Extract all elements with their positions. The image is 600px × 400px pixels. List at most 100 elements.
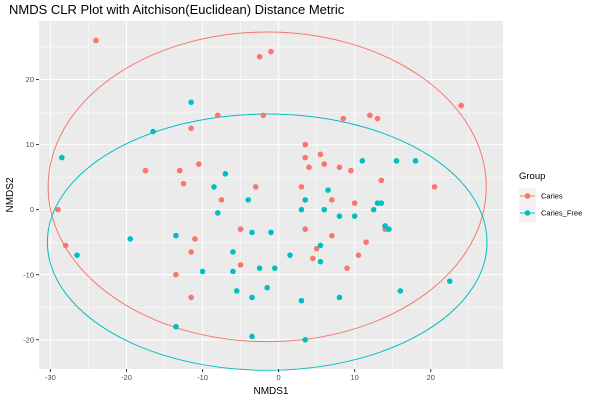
point-caries	[237, 262, 244, 268]
x-tick-label: 10	[351, 373, 359, 382]
point-caries-free	[188, 99, 194, 106]
point-caries	[310, 255, 316, 262]
point-caries	[237, 226, 244, 232]
confidence-ellipses	[46, 31, 488, 371]
point-caries	[317, 151, 324, 158]
point-caries-free	[378, 200, 385, 206]
point-caries-free	[249, 294, 255, 301]
point-caries-free	[173, 323, 179, 330]
point-caries-free	[272, 265, 278, 271]
point-caries	[313, 245, 320, 252]
point-caries-free	[412, 158, 419, 164]
data-points	[55, 37, 464, 343]
point-caries	[195, 161, 202, 167]
legend-label-caries: Caries	[541, 192, 563, 201]
point-caries-free	[214, 210, 221, 216]
x-tick-label: -10	[197, 373, 208, 382]
point-caries	[188, 249, 194, 255]
point-caries-free	[321, 206, 328, 213]
y-tick-label: 10	[26, 140, 34, 149]
point-caries-free	[74, 252, 80, 258]
point-caries-free	[173, 232, 179, 239]
point-caries	[348, 167, 354, 174]
legend-label-caries-free: Caries_Free	[541, 209, 582, 218]
point-caries	[329, 197, 335, 203]
point-caries-free	[199, 268, 206, 275]
point-caries	[176, 167, 183, 174]
point-caries	[218, 197, 225, 203]
y-axis-ticks: -20 -10 0 10 20	[23, 75, 39, 344]
point-caries-free	[386, 226, 392, 232]
point-caries	[363, 239, 369, 245]
point-caries	[260, 112, 267, 119]
point-caries-free	[298, 206, 305, 213]
point-caries-free	[59, 154, 65, 161]
point-caries-free	[336, 294, 343, 301]
point-caries-free	[336, 213, 343, 219]
point-caries-free	[256, 265, 263, 271]
point-caries	[192, 236, 198, 242]
point-caries	[214, 112, 221, 119]
point-caries	[378, 177, 385, 184]
point-caries	[340, 115, 347, 122]
point-caries	[173, 271, 179, 278]
minor-gridlines	[39, 21, 503, 369]
point-caries-free	[325, 187, 331, 193]
point-caries-free	[446, 278, 453, 284]
point-caries-free	[397, 288, 404, 294]
x-axis-ticks: -30 -20 -10 0 10 20	[45, 369, 435, 382]
point-caries	[268, 48, 274, 55]
point-caries-free	[287, 252, 293, 258]
chart-title: NMDS CLR Plot with Aitchison(Euclidean) …	[9, 2, 345, 17]
point-caries	[458, 102, 464, 109]
point-caries-free	[393, 158, 400, 164]
ellipse-caries	[47, 31, 487, 343]
point-caries	[256, 53, 263, 60]
legend-title: Group	[519, 171, 545, 182]
point-caries	[344, 265, 350, 271]
point-caries-free	[127, 236, 134, 242]
point-caries-free	[264, 284, 270, 291]
legend: Group Caries Caries_Free	[519, 171, 582, 222]
ellipse-caries-free	[46, 113, 488, 371]
point-caries	[321, 161, 328, 167]
legend-point-caries	[524, 193, 531, 199]
point-caries-free	[150, 128, 156, 135]
point-caries	[302, 141, 309, 148]
point-caries	[431, 184, 438, 190]
point-caries	[62, 242, 69, 249]
x-tick-label: -20	[121, 373, 132, 382]
point-caries	[367, 112, 373, 119]
y-axis-title: NMDS2	[5, 177, 16, 212]
point-caries	[336, 164, 343, 171]
point-caries	[302, 154, 309, 161]
point-caries-free	[370, 206, 377, 213]
legend-items: Caries Caries_Free	[519, 188, 582, 222]
point-caries	[329, 232, 335, 239]
point-caries	[355, 252, 362, 258]
point-caries-free	[222, 171, 229, 177]
point-caries-free	[302, 336, 309, 343]
point-caries-free	[245, 197, 251, 203]
point-caries-free	[249, 229, 255, 236]
point-caries	[93, 37, 99, 44]
point-caries-free	[233, 288, 240, 294]
point-caries	[351, 200, 358, 206]
y-tick-label: 20	[26, 75, 34, 84]
point-caries	[298, 184, 305, 190]
y-tick-label: -20	[23, 335, 34, 344]
x-tick-label: -30	[45, 373, 56, 382]
point-caries-free	[268, 229, 274, 236]
point-caries	[302, 226, 309, 232]
point-caries-free	[230, 249, 236, 255]
point-caries-free	[249, 333, 255, 340]
point-caries-free	[211, 184, 217, 190]
plot-panel	[39, 21, 503, 369]
point-caries-free	[359, 158, 366, 164]
point-caries	[142, 167, 149, 174]
point-caries-free	[317, 258, 324, 265]
point-caries	[306, 164, 312, 171]
y-tick-label: 0	[30, 205, 34, 214]
x-tick-label: 0	[277, 373, 281, 382]
